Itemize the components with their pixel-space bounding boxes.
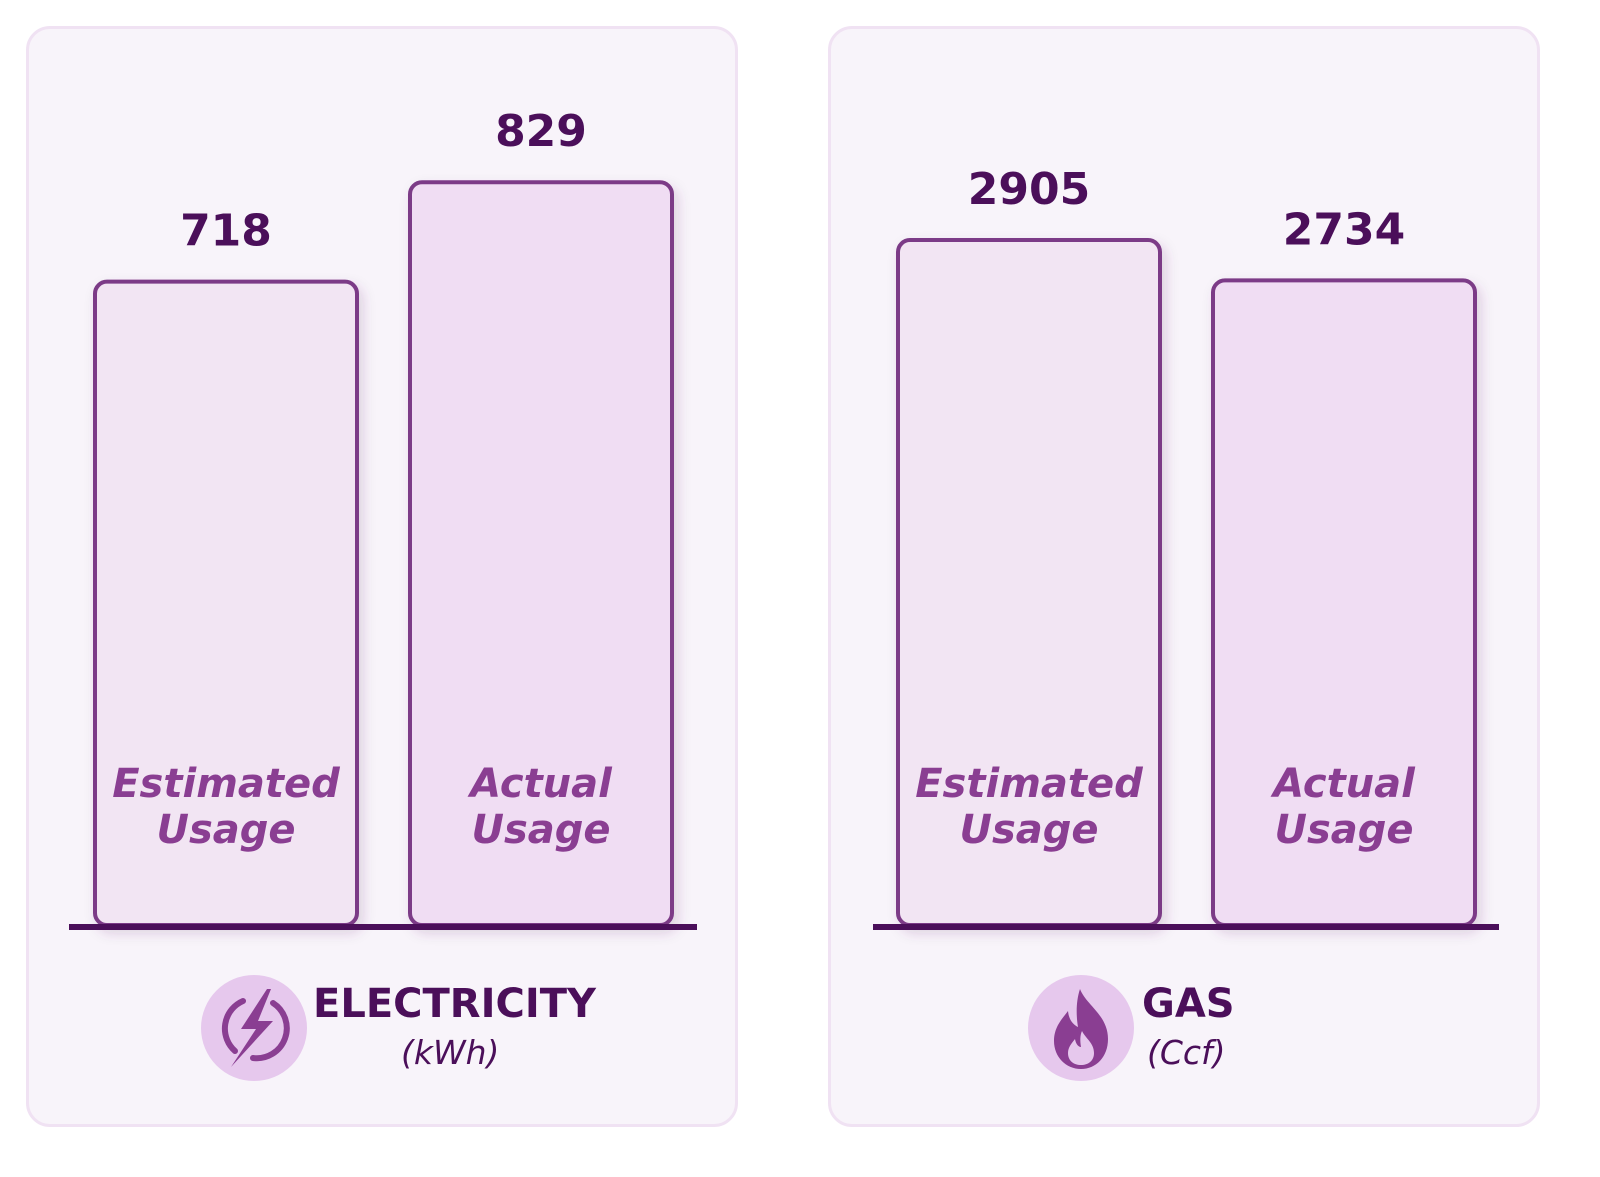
lightning-bolt-icon — [201, 975, 307, 1081]
electricity-panel: 718 Estimated Usage 829 Actual Usage ELECTRIC… — [26, 26, 738, 1127]
flame-icon — [1028, 975, 1134, 1081]
electricity-unit: (kWh) — [401, 1033, 500, 1072]
gas-category-label-actual: Actual Usage — [1270, 761, 1416, 853]
electricity-category-label-actual: Actual Usage — [467, 761, 613, 853]
electricity-chart: 718 Estimated Usage 829 Actual Usage — [69, 106, 697, 930]
gas-footer: GAS (Ccf) — [831, 975, 1537, 1085]
electricity-title: ELECTRICITY — [313, 981, 596, 1027]
gas-chart: 2905 Estimated Usage 2734 Actual Usage — [873, 164, 1499, 930]
gas-unit: (Ccf) — [1147, 1033, 1226, 1072]
gas-title: GAS — [1142, 981, 1235, 1027]
electricity-value-label-estimated: 718 — [180, 206, 272, 257]
gas-value-label-actual: 2734 — [1283, 204, 1405, 255]
electricity-category-label-estimated: Estimated Usage — [112, 761, 340, 853]
gas-category-label-estimated: Estimated Usage — [915, 761, 1143, 853]
electricity-footer: ELECTRICITY (kWh) — [29, 975, 735, 1085]
gas-value-label-estimated: 2905 — [968, 164, 1090, 215]
gas-panel: 2905 Estimated Usage 2734 Actual Usage GAS (C… — [828, 26, 1540, 1127]
electricity-value-label-actual: 829 — [495, 106, 587, 157]
